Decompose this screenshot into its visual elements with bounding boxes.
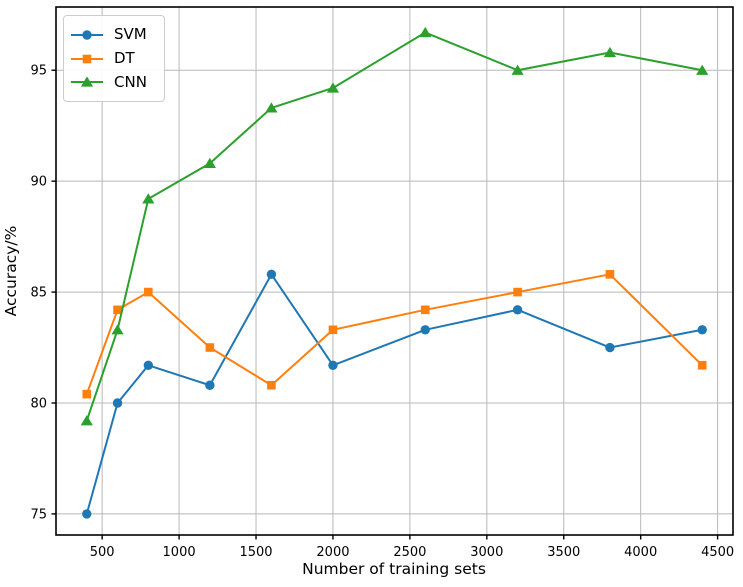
legend-label: SVM (114, 25, 147, 44)
data-point-dt (605, 270, 615, 279)
x-tick-label: 2000 (316, 545, 349, 560)
data-point-svm (205, 380, 215, 390)
x-tick-label: 1500 (239, 545, 272, 560)
x-tick-label: 3000 (470, 545, 503, 560)
data-point-dt (205, 343, 215, 352)
legend-triangle-marker-icon (71, 76, 103, 87)
x-axis-label: Number of training sets (302, 560, 486, 578)
data-point-dt (82, 389, 92, 399)
data-point-svm (328, 360, 338, 370)
legend-marker-cnn (80, 76, 94, 87)
x-tick-label: 4500 (701, 545, 734, 560)
data-point-cnn (511, 64, 524, 75)
data-point-dt (113, 305, 122, 315)
legend: SVM DT CNN (63, 15, 165, 102)
data-point-svm (143, 360, 154, 370)
data-point-svm (605, 342, 615, 353)
data-point-cnn (265, 102, 278, 113)
legend-item-cnn: CNN (70, 70, 156, 94)
legend-marker-dt (82, 54, 92, 63)
y-tick-label: 95 (30, 64, 47, 79)
data-point-dt (420, 305, 430, 315)
x-tick-label: 3500 (547, 545, 580, 560)
data-point-cnn (603, 46, 617, 58)
y-axis-label: Accuracy/% (2, 226, 20, 317)
grid-layer (56, 7, 733, 535)
data-point-cnn (696, 64, 709, 75)
y-tick-label: 80 (30, 397, 47, 412)
data-point-svm (82, 509, 92, 519)
data-point-cnn (419, 26, 432, 38)
data-point-dt (144, 287, 153, 297)
series-line-svm (85, 273, 703, 515)
data-point-dt (328, 325, 338, 335)
data-point-cnn (111, 324, 124, 335)
series-line-dt (85, 273, 703, 395)
legend-item-dt: DT (70, 47, 156, 71)
legend-label: CNN (114, 72, 147, 91)
data-point-svm (697, 325, 707, 335)
y-tick-label: 75 (30, 507, 47, 522)
data-point-cnn (80, 415, 93, 426)
legend-label: DT (114, 49, 135, 67)
data-point-cnn (142, 193, 155, 204)
x-tick-label: 4000 (624, 545, 657, 560)
data-point-svm (420, 325, 430, 335)
data-point-cnn (326, 82, 340, 93)
plot-border (55, 6, 734, 536)
legend-circle-marker-icon (71, 30, 103, 40)
data-point-svm (512, 305, 523, 315)
x-tick-label: 2500 (393, 545, 426, 560)
legend-square-marker-icon (71, 54, 103, 63)
data-point-cnn (203, 157, 216, 169)
data-point-svm (266, 269, 277, 280)
x-tick-label: 1000 (163, 545, 196, 560)
data-point-dt (513, 287, 522, 297)
x-tick-label: 500 (90, 545, 115, 560)
axes-layer: 500 1000 1500 2000 2500 3000 3500 4000 4500 75 80 8… (30, 6, 734, 560)
legend-item-svm: SVM (70, 23, 156, 47)
y-tick-label: 85 (30, 286, 47, 301)
legend-marker-svm (82, 30, 92, 40)
data-point-svm (112, 398, 123, 408)
series-layer (80, 26, 709, 519)
series-line-cnn (85, 31, 703, 422)
data-point-dt (697, 360, 707, 370)
y-tick-label: 90 (30, 175, 47, 190)
data-point-dt (267, 380, 276, 390)
